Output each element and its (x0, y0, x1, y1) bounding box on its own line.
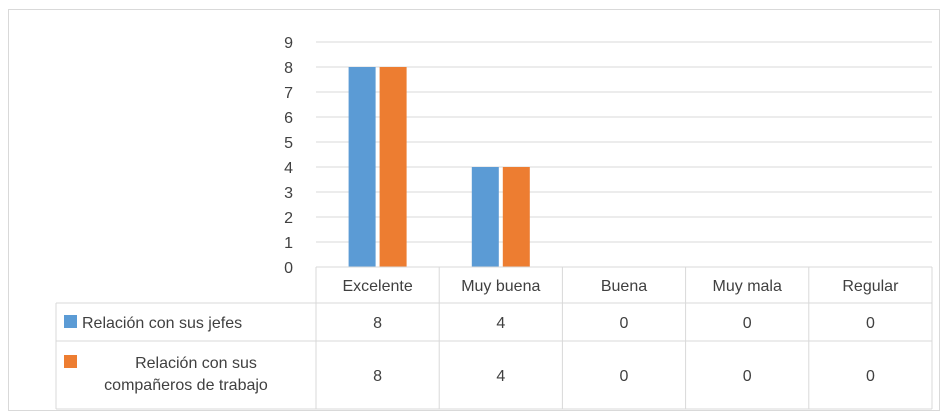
category-label: Muy mala (713, 278, 782, 295)
y-tick-label: 2 (284, 210, 293, 227)
y-tick-label: 4 (284, 160, 293, 177)
category-label: Muy buena (461, 278, 540, 295)
bar (379, 67, 407, 267)
data-table: Excelente Muy buena Buena Muy mala Regular Re… (55, 266, 933, 410)
y-tick-label: 3 (284, 185, 293, 202)
table-value: 0 (620, 315, 629, 332)
bars (348, 67, 530, 267)
table-value: 0 (866, 315, 875, 332)
bar (471, 167, 499, 267)
y-tick-label: 8 (284, 60, 293, 77)
legend-label: Relación con sus compañeros de trabajo (104, 355, 268, 394)
table-value: 4 (496, 315, 505, 332)
legend-label: Relación con sus jefes (82, 315, 242, 332)
category-label: Buena (601, 278, 647, 295)
y-tick-label: 5 (284, 135, 293, 152)
table-value: 0 (866, 368, 875, 385)
legend-swatch (64, 315, 77, 328)
y-tick-label: 0 (284, 260, 293, 277)
y-tick-label: 9 (284, 35, 293, 52)
table-value: 0 (743, 368, 752, 385)
table-value: 0 (743, 315, 752, 332)
category-label: Regular (842, 278, 899, 295)
y-tick-label: 6 (284, 110, 293, 127)
table-value: 8 (373, 315, 382, 332)
table-value: 4 (496, 368, 505, 385)
bar (502, 167, 530, 267)
category-label: Excelente (342, 278, 412, 295)
legend-swatch (64, 355, 77, 368)
y-tick-label: 7 (284, 85, 293, 102)
gridlines (316, 41, 932, 243)
y-tick-label: 1 (284, 235, 293, 252)
bar (348, 67, 376, 267)
table-value: 0 (620, 368, 629, 385)
table-value: 8 (373, 368, 382, 385)
y-axis-ticks: 0 1 2 3 4 5 6 7 8 9 (284, 35, 293, 277)
